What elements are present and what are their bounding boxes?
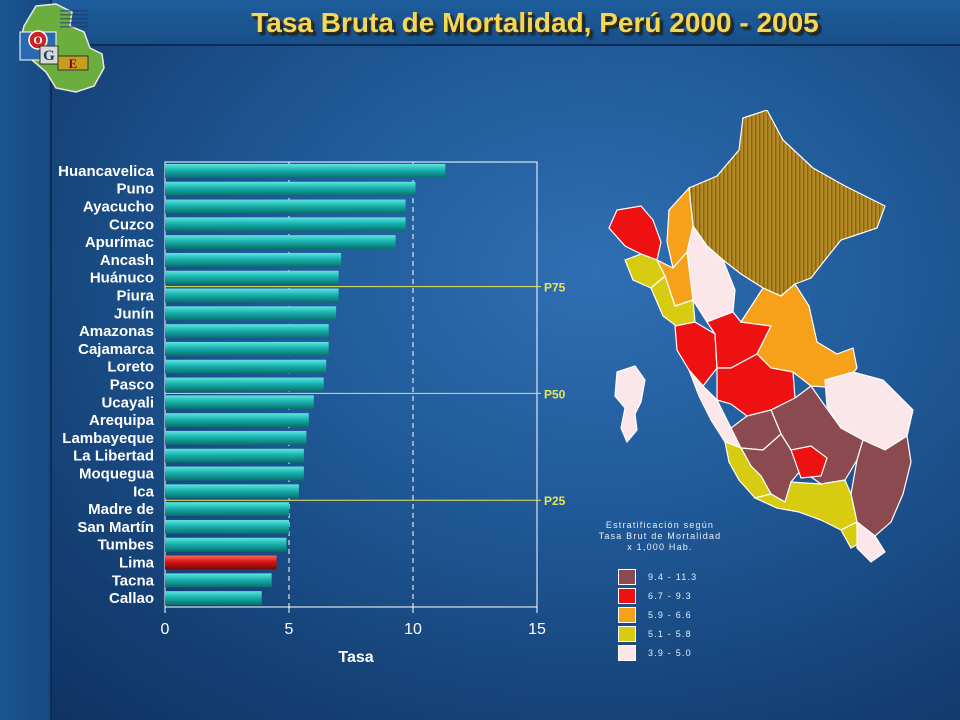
region-ancash	[674, 321, 718, 387]
reference-line-label: P50	[544, 387, 566, 401]
x-tick-label: 15	[528, 621, 546, 638]
bar	[165, 324, 329, 339]
category-label: Ancash	[100, 252, 154, 269]
category-label: Callao	[109, 590, 154, 607]
region-tumbes-piura	[608, 205, 662, 261]
legend-title-line-3: x 1,000 Hab.	[627, 542, 693, 552]
bar	[165, 359, 327, 374]
legend-swatch	[618, 644, 636, 661]
legend-label: 5.9 - 6.6	[648, 609, 692, 620]
category-label: Cuzco	[109, 216, 154, 233]
category-label: Cajamarca	[78, 341, 155, 358]
legend-title-line-2: Tasa Brut de Mortalidad	[598, 531, 722, 541]
region-apurimac	[790, 445, 828, 479]
category-label: Madre de	[88, 501, 154, 518]
region-arequipa	[753, 479, 858, 531]
reference-line-label: P25	[544, 494, 566, 508]
legend-label: 6.7 - 9.3	[648, 590, 692, 601]
region-lima-inset	[614, 365, 646, 444]
category-label: Ayacucho	[83, 199, 154, 216]
bar	[165, 466, 304, 481]
bar	[165, 217, 406, 232]
legend-item: 6.7 - 9.3	[618, 586, 730, 605]
category-label: San Martín	[77, 519, 154, 536]
category-label: Junín	[114, 305, 154, 322]
category-label: Arequipa	[89, 412, 155, 429]
category-label: Ucayali	[101, 394, 154, 411]
bar	[165, 555, 277, 570]
legend-swatch	[618, 587, 636, 604]
bar	[165, 413, 309, 428]
bar	[165, 235, 396, 250]
category-label: Amazonas	[79, 323, 154, 340]
left-side-band	[0, 0, 52, 720]
category-label: Huancavelica	[58, 163, 155, 180]
page-title: Tasa Bruta de Mortalidad, Perú 2000 - 20…	[251, 7, 819, 38]
category-label: Lambayeque	[62, 430, 154, 447]
category-label: Tumbes	[98, 537, 154, 554]
oge-logo: O G E	[19, 3, 105, 93]
category-label: Ica	[133, 483, 155, 500]
map-legend: Estratificación según Tasa Brut de Morta…	[590, 520, 730, 662]
legend-item: 3.9 - 5.0	[618, 643, 730, 662]
region-tacna	[856, 520, 886, 563]
logo-letter-o: O	[33, 33, 42, 47]
bar	[165, 573, 272, 588]
bar	[165, 306, 337, 321]
category-label: Pasco	[110, 377, 154, 394]
legend-swatch	[618, 625, 636, 642]
reference-line-label: P75	[544, 281, 566, 295]
category-label: La Libertad	[73, 448, 154, 465]
bar	[165, 288, 339, 303]
category-label: Huánuco	[90, 270, 154, 287]
x-tick-label: 10	[404, 621, 422, 638]
bar	[165, 395, 314, 410]
bar	[165, 163, 446, 178]
bar	[165, 537, 287, 552]
bar	[165, 502, 289, 517]
top-header-band	[0, 0, 960, 46]
bar	[165, 377, 324, 392]
legend-item: 9.4 - 11.3	[618, 567, 730, 586]
bar	[165, 341, 329, 356]
legend-label: 5.1 - 5.8	[648, 628, 692, 639]
category-label: Apurímac	[85, 234, 154, 251]
region-la-libertad	[650, 274, 696, 329]
bar	[165, 199, 406, 214]
bar	[165, 484, 299, 499]
bar	[165, 519, 289, 534]
bar	[165, 591, 262, 606]
bar	[165, 430, 307, 445]
category-label: Tacna	[112, 572, 155, 589]
legend-swatch	[618, 568, 636, 585]
bar	[165, 252, 342, 267]
region-puno	[850, 435, 912, 537]
bar	[165, 181, 416, 196]
peru-map	[608, 110, 914, 563]
category-label: Puno	[117, 181, 155, 198]
legend-label: 9.4 - 11.3	[648, 571, 698, 582]
bar	[165, 270, 339, 285]
x-axis-label: Tasa	[338, 649, 373, 666]
category-label: Lima	[119, 555, 155, 572]
logo-letter-e: E	[69, 56, 78, 71]
bar	[165, 448, 304, 463]
x-tick-label: 0	[161, 621, 170, 638]
legend-label: 3.9 - 5.0	[648, 647, 692, 658]
category-label: Loreto	[107, 359, 154, 376]
x-tick-label: 5	[285, 621, 294, 638]
legend-item: 5.9 - 6.6	[618, 605, 730, 624]
logo-letter-g: G	[43, 48, 55, 64]
category-label: Piura	[116, 288, 154, 305]
legend-item: 5.1 - 5.8	[618, 624, 730, 643]
legend-swatch	[618, 606, 636, 623]
legend-title-line-1: Estratificación según	[605, 520, 715, 530]
legend-items: 9.4 - 11.3 6.7 - 9.3 5.9 - 6.6 5.1 - 5.8…	[590, 567, 730, 662]
category-label: Moquegua	[79, 466, 155, 483]
plot-area: HuancavelicaPunoAyacuchoCuzcoApurímacAnc…	[58, 161, 566, 666]
